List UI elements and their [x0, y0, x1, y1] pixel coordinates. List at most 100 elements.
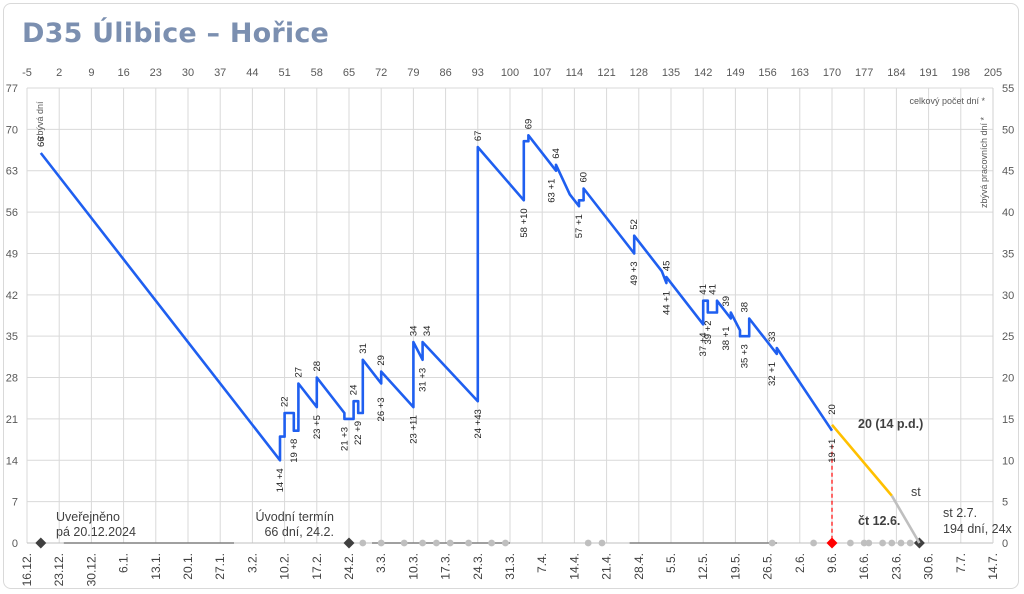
x-top-tick-label: 30	[182, 67, 194, 79]
event-dot	[847, 539, 854, 547]
x-top-tick-label: 37	[214, 67, 226, 79]
chart-frame	[3, 3, 1019, 589]
point-label: 31 +3	[418, 368, 429, 392]
point-label: 66	[36, 136, 47, 147]
milestone-diamond	[826, 537, 838, 549]
chart-title: D35 Úlibice – Hořice	[22, 18, 330, 49]
milestone-diamond	[343, 537, 355, 549]
event-dot	[598, 539, 606, 547]
event-dot	[446, 539, 454, 547]
event-dot	[488, 539, 495, 547]
point-label: 33	[767, 331, 778, 342]
milestone-diamond	[35, 537, 47, 549]
point-label: 22 +9	[353, 421, 364, 445]
point-label: 41	[698, 284, 709, 295]
x-bottom-tick-label: 14.7.	[986, 553, 1000, 580]
y-right-tick-label: 40	[1002, 207, 1014, 219]
x-bottom-tick-label: 10.3.	[406, 553, 420, 580]
y-right-tick-label: 15	[1002, 414, 1014, 426]
series-line	[890, 495, 921, 544]
point-label: 32 +1	[767, 362, 778, 386]
point-label: 24	[349, 385, 360, 396]
point-label: 44 +1	[661, 291, 672, 315]
x-bottom-tick-label: 5.5.	[664, 553, 678, 573]
event-dot	[433, 539, 440, 547]
event-dot	[359, 539, 367, 547]
y-left-tick-label: 42	[6, 290, 18, 302]
series-line	[831, 423, 893, 497]
y-left-tick-label: 35	[6, 331, 18, 343]
x-bottom-tick-label: 12.5.	[696, 553, 710, 580]
y-left-tick-label: 28	[6, 373, 18, 385]
y-right-tick-label: 45	[1002, 166, 1014, 178]
event-dot	[502, 539, 509, 547]
x-top-tick-label: 135	[662, 67, 680, 79]
y-left-tick-label: 49	[6, 248, 18, 260]
point-label: 67	[473, 131, 484, 142]
annotation-initial-2: 66 dní, 24.2.	[264, 525, 334, 539]
x-bottom-tick-label: 6.1.	[117, 553, 131, 573]
annotation-current-date: čt 12.6.	[858, 514, 900, 528]
point-label: 69	[523, 119, 534, 130]
event-dot	[377, 539, 385, 547]
point-label: 14 +4	[275, 468, 286, 492]
x-top-tick-label: 177	[855, 67, 873, 79]
point-label: 57 +1	[574, 214, 585, 238]
x-top-tick-label: -5	[22, 67, 32, 79]
point-label: 38	[740, 302, 751, 313]
annotation-end-2: 194 dní, 24x	[943, 522, 1013, 536]
x-bottom-tick-label: 19.5.	[728, 553, 742, 580]
point-label: 24 +43	[473, 409, 484, 438]
point-label: 21 +3	[339, 427, 350, 451]
point-label: 20	[827, 404, 838, 415]
annotation-published-2: pá 20.12.2024	[56, 525, 136, 539]
y-right-tick-label: 35	[1002, 248, 1014, 260]
y-right-tick-label: 0	[1002, 538, 1008, 550]
point-label: 23 +11	[408, 415, 419, 444]
y-left-tick-label: 21	[6, 414, 18, 426]
x-top-tick-label: 107	[533, 67, 551, 79]
x-bottom-tick-label: 17.2.	[310, 553, 324, 580]
event-dot	[897, 539, 905, 547]
event-dot	[465, 539, 472, 547]
x-top-tick-label: 72	[375, 67, 387, 79]
x-top-tick-label: 65	[343, 67, 355, 79]
x-bottom-tick-label: 3.3.	[374, 553, 388, 573]
x-bottom-tick-label: 7.7.	[954, 553, 968, 573]
event-dot	[906, 539, 914, 547]
x-bottom-tick-label: 16.6.	[857, 553, 871, 580]
x-bottom-tick-label: 9.6.	[825, 553, 839, 573]
annotation-initial-1: Úvodní termín	[255, 509, 334, 524]
x-top-tick-label: 156	[758, 67, 776, 79]
x-top-tick-label: 9	[88, 67, 94, 79]
event-dot	[584, 539, 592, 547]
y-right-axis-title: zbývá pracovních dní *	[979, 116, 989, 208]
point-label: 63 +1	[546, 179, 557, 203]
annotation-end-1: st 2.7.	[943, 506, 977, 520]
x-top-tick-label: 128	[630, 67, 648, 79]
x-bottom-tick-label: 17.3.	[439, 553, 453, 580]
x-top-tick-label: 93	[472, 67, 484, 79]
x-bottom-tick-label: 23.12.	[52, 553, 66, 586]
y-left-tick-label: 70	[6, 124, 18, 136]
x-top-tick-label: 100	[501, 67, 519, 79]
y-right-tick-label: 55	[1002, 83, 1014, 95]
point-label: 27	[293, 367, 304, 378]
y-right-tick-label: 10	[1002, 455, 1014, 467]
y-left-tick-label: 14	[6, 455, 18, 467]
x-top-tick-label: 191	[919, 67, 937, 79]
x-top-tick-label: 16	[117, 67, 129, 79]
y-left-tick-label: 77	[6, 83, 18, 95]
point-label: 60	[579, 172, 590, 183]
x-top-tick-label: 163	[791, 67, 809, 79]
x-bottom-tick-label: 7.4.	[535, 553, 549, 573]
x-bottom-tick-label: 13.1.	[149, 553, 163, 580]
x-top-tick-label: 58	[311, 67, 323, 79]
y-left-tick-label: 63	[6, 166, 18, 178]
point-label: 38 +1	[721, 327, 732, 351]
x-top-tick-label: 170	[823, 67, 841, 79]
series-lines	[39, 134, 921, 544]
y-right-tick-label: 25	[1002, 331, 1014, 343]
grid	[26, 87, 994, 544]
